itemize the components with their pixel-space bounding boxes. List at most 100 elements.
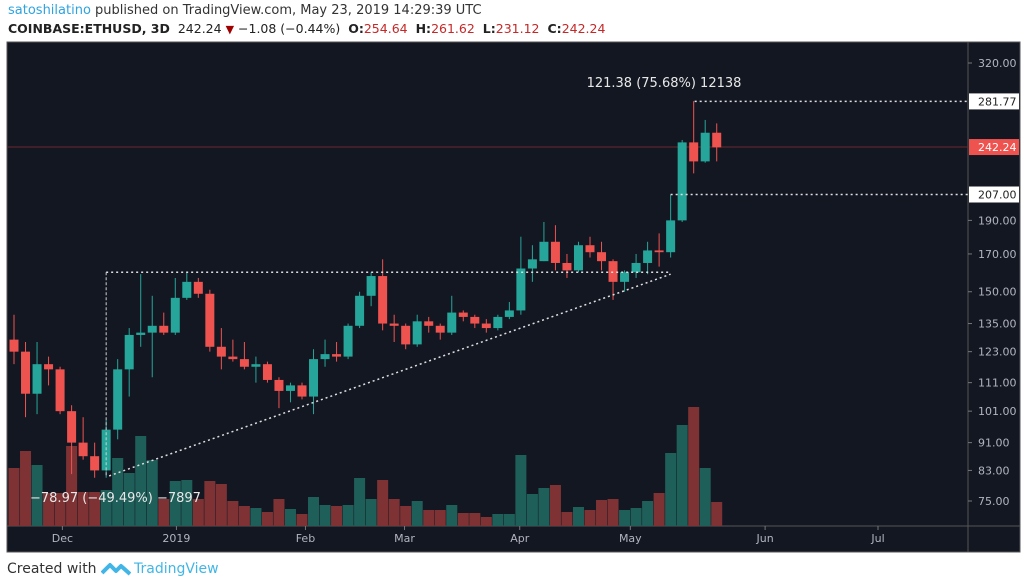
volume-bar bbox=[411, 501, 423, 526]
volume-bar bbox=[43, 493, 55, 526]
price-label: 207.00 bbox=[978, 189, 1017, 202]
volume-bar bbox=[89, 492, 101, 526]
candle-body bbox=[447, 312, 457, 333]
candle-body bbox=[67, 411, 77, 443]
candle-body bbox=[458, 312, 468, 317]
volume-bar bbox=[480, 517, 492, 526]
volume-bar bbox=[284, 509, 296, 526]
measure-down-label: −78.97 (−49.49%) −7897 bbox=[30, 491, 201, 506]
price-label-box bbox=[969, 93, 1019, 110]
chart-background bbox=[6, 41, 1021, 553]
volume-bar bbox=[123, 473, 135, 526]
publish-info: satoshilatino published on TradingView.c… bbox=[8, 3, 482, 18]
candle-body bbox=[205, 293, 215, 347]
author-link[interactable]: satoshilatino bbox=[8, 3, 91, 18]
candle-body bbox=[562, 262, 572, 271]
candle-body bbox=[136, 332, 146, 335]
candle-body bbox=[182, 281, 192, 298]
volume-bar bbox=[331, 506, 343, 526]
volume-bar bbox=[8, 468, 20, 526]
price-label-box bbox=[969, 186, 1019, 203]
volume-bar bbox=[192, 499, 204, 526]
candle-body bbox=[481, 323, 491, 329]
candle-body bbox=[620, 272, 630, 282]
footer: Created with TradingView bbox=[7, 561, 219, 577]
low-value: 231.12 bbox=[495, 21, 540, 36]
candle-body bbox=[90, 456, 100, 471]
volume-bar bbox=[653, 493, 665, 526]
tradingview-brand[interactable]: TradingView bbox=[134, 561, 219, 577]
measure-up-label: 121.38 (75.68%) 12138 bbox=[587, 76, 742, 91]
volume-bar bbox=[308, 497, 320, 526]
volume-bar bbox=[158, 499, 170, 526]
volume-bar bbox=[711, 502, 723, 526]
volume-bar bbox=[215, 484, 227, 526]
open-value: 254.64 bbox=[363, 21, 408, 36]
x-tick-label: 2019 bbox=[162, 532, 190, 545]
volume-bar bbox=[630, 508, 642, 526]
last-price: 242.24 bbox=[177, 21, 222, 36]
volume-bar bbox=[112, 458, 124, 526]
candle-body bbox=[228, 356, 238, 360]
volume-bar bbox=[250, 508, 262, 526]
volume-bar bbox=[642, 501, 654, 526]
volume-bar bbox=[238, 506, 250, 526]
candle-body bbox=[366, 276, 376, 296]
candle-body bbox=[689, 142, 699, 162]
volume-bar bbox=[515, 455, 527, 526]
candle-body bbox=[550, 241, 560, 263]
candle-body bbox=[21, 351, 31, 394]
candle-body bbox=[700, 132, 710, 162]
volume-bar bbox=[434, 510, 446, 526]
down-arrow-icon: ▼ bbox=[225, 23, 235, 36]
candle-body bbox=[159, 325, 169, 333]
candle-body bbox=[573, 245, 583, 271]
candle-body bbox=[239, 359, 249, 367]
candle-body bbox=[643, 250, 653, 263]
volume-bar bbox=[400, 506, 412, 526]
volume-bar bbox=[457, 513, 469, 526]
y-tick-label: 135.00 bbox=[978, 318, 1017, 331]
volume-bar bbox=[423, 510, 435, 526]
volume-bar bbox=[296, 514, 308, 526]
candle-body bbox=[332, 354, 342, 357]
candle-body bbox=[585, 245, 595, 253]
candle-body bbox=[412, 321, 422, 345]
candle-body bbox=[504, 310, 514, 317]
candle-body bbox=[493, 316, 503, 329]
x-tick-label: Feb bbox=[296, 532, 315, 545]
candle-body bbox=[516, 268, 526, 311]
volume-bar bbox=[31, 465, 43, 526]
x-tick-label: Jun bbox=[756, 532, 774, 545]
volume-bar bbox=[146, 460, 158, 526]
volume-bar bbox=[446, 505, 458, 526]
volume-bar bbox=[273, 499, 285, 526]
price-change: −1.08 (−0.44%) bbox=[238, 21, 341, 36]
y-tick-label: 83.00 bbox=[978, 464, 1010, 477]
candle-body bbox=[401, 325, 411, 345]
low-label: L: bbox=[482, 21, 496, 36]
tradingview-logo-icon bbox=[101, 563, 132, 576]
candle-body bbox=[666, 220, 676, 253]
symbol-name: COINBASE:ETHUSD, 3D bbox=[8, 21, 170, 36]
volume-bar bbox=[377, 480, 389, 526]
close-value: 242.24 bbox=[561, 21, 606, 36]
volume-bar bbox=[607, 499, 619, 526]
x-tick-label: Dec bbox=[52, 532, 73, 545]
volume-bar bbox=[20, 451, 32, 526]
y-tick-label: 91.00 bbox=[978, 437, 1010, 450]
volume-bar bbox=[181, 480, 193, 526]
volume-bar bbox=[66, 446, 78, 526]
volume-bar bbox=[572, 507, 584, 526]
volume-bar bbox=[469, 513, 481, 526]
volume-bar bbox=[676, 425, 688, 526]
candle-body bbox=[170, 297, 180, 333]
volume-bar bbox=[688, 407, 700, 526]
volume-bar bbox=[227, 501, 239, 526]
y-tick-label: 320.00 bbox=[978, 57, 1017, 70]
candle-body bbox=[216, 346, 226, 357]
candle-body bbox=[9, 339, 19, 352]
y-tick-label: 170.00 bbox=[978, 248, 1017, 261]
y-tick-label: 190.00 bbox=[978, 214, 1017, 227]
